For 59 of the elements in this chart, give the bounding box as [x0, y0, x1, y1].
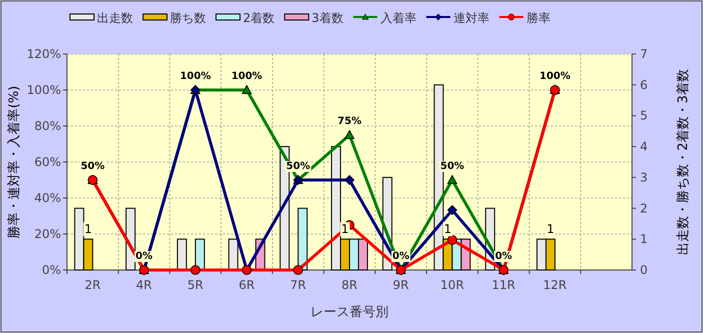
legend-label: 出走数: [97, 11, 133, 25]
legend-label: 連対率: [453, 11, 490, 25]
y2-tick-label: 3: [640, 170, 648, 184]
y-tick-label: 40%: [34, 191, 61, 205]
y-tick-label: 120%: [26, 47, 61, 61]
x-tick-label: 10R: [440, 278, 464, 292]
data-label: 100%: [231, 71, 262, 82]
y2-tick-label: 1: [640, 232, 648, 246]
point: [447, 235, 458, 245]
x-tick-label: 9R: [392, 278, 409, 292]
point: [447, 175, 458, 184]
x-tick-label: 5R: [187, 278, 204, 292]
data-label: 0%: [495, 251, 512, 262]
data-label: 0%: [392, 251, 410, 262]
data-label: 1: [546, 222, 554, 236]
data-label: 50%: [286, 161, 310, 172]
data-label: 50%: [440, 161, 464, 172]
bar: [176, 238, 187, 270]
point: [293, 265, 304, 275]
x-tick-label: 11R: [492, 278, 516, 292]
data-label: 100%: [180, 71, 211, 82]
x-tick-label: 7R: [290, 278, 306, 292]
y-tick-label: 100%: [26, 83, 61, 97]
y2-tick-label: 4: [640, 140, 648, 154]
y-axis-title: 勝率・連対率・入着率(%): [6, 86, 22, 238]
legend-label: 勝率: [526, 11, 550, 25]
bar: [228, 238, 238, 270]
data-label: 50%: [80, 161, 105, 172]
legend-label: 3着数: [312, 11, 344, 25]
data-label: 75%: [338, 116, 362, 127]
data-label: 100%: [540, 71, 570, 82]
point: [344, 175, 354, 185]
point: [447, 205, 458, 215]
x-tick-label: 4R: [136, 278, 152, 292]
legend-label: 2着数: [243, 11, 275, 25]
data-label: 1: [84, 222, 92, 236]
x-tick-label: 12R: [543, 278, 567, 292]
y2-axis-title: 出走数・勝ち数・2着数・3着数: [675, 69, 691, 255]
y2-tick-label: 2: [640, 201, 648, 216]
y-tick-label: 60%: [34, 155, 61, 169]
y-tick-label: 80%: [34, 119, 61, 133]
y-tick-label: 0%: [42, 263, 61, 277]
y2-tick-label: 7: [640, 47, 648, 61]
legend-label: 入着率: [380, 11, 416, 25]
y2-tick-label: 6: [640, 78, 648, 92]
data-label: 1: [444, 222, 452, 236]
point: [190, 265, 200, 275]
x-tick-label: 6R: [238, 278, 255, 292]
y2-tick-label: 0: [640, 263, 648, 277]
x-tick-label: 8R: [342, 278, 358, 292]
data-label: 0%: [136, 251, 153, 262]
y-tick-label: 20%: [34, 227, 61, 241]
x-axis-title: レース番号別: [310, 305, 388, 320]
data-label: 1: [341, 222, 349, 236]
y2-tick-label: 5: [640, 108, 648, 123]
point: [242, 85, 252, 94]
point: [344, 130, 354, 139]
x-tick-label: 2R: [84, 278, 101, 292]
legend-label: 勝ち数: [170, 11, 206, 25]
